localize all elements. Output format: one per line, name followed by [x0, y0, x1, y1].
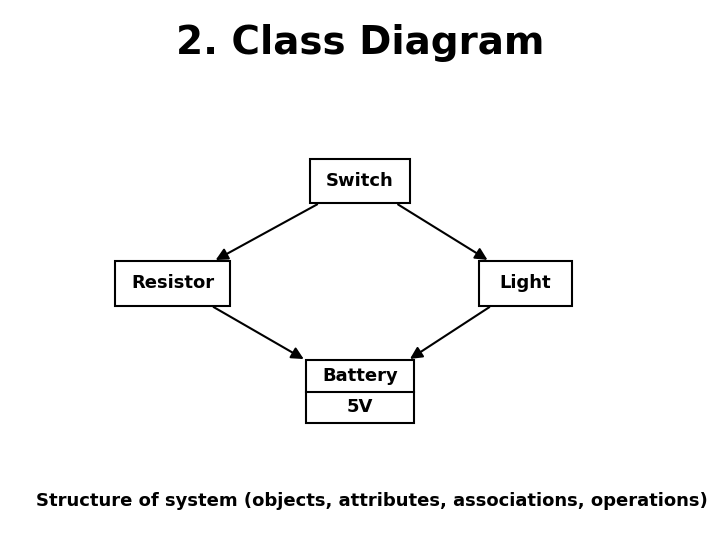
Text: Battery: Battery — [322, 367, 398, 385]
Bar — [115, 261, 230, 306]
Bar — [479, 261, 572, 306]
Text: Switch: Switch — [326, 172, 394, 190]
Text: 5V: 5V — [347, 398, 373, 416]
Text: Resistor: Resistor — [131, 274, 215, 293]
Bar — [306, 361, 414, 422]
Bar — [310, 159, 410, 203]
Text: Light: Light — [500, 274, 552, 293]
Text: 2. Class Diagram: 2. Class Diagram — [176, 24, 544, 62]
Text: Structure of system (objects, attributes, associations, operations): Structure of system (objects, attributes… — [36, 492, 708, 510]
